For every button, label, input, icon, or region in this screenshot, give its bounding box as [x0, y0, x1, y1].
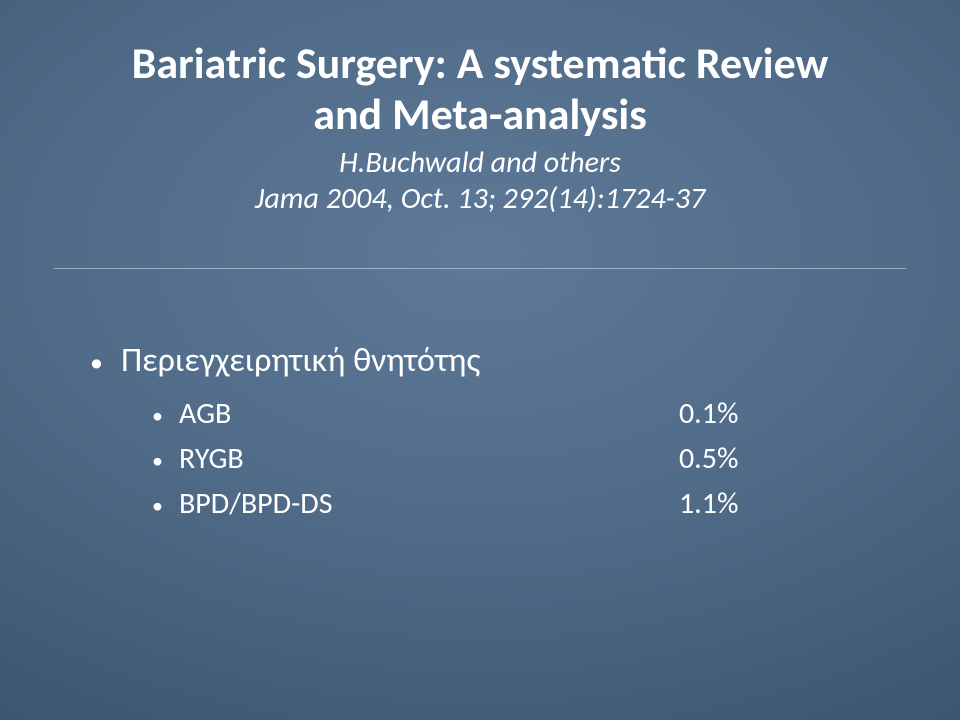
citation-authors: H.Buchwald and others	[54, 145, 906, 181]
slide: Bariatric Surgery: A systematic Review a…	[0, 0, 960, 720]
item-value: 0.5%	[679, 440, 738, 477]
bullet-dot-icon: •	[152, 401, 163, 431]
item-label: AGB	[179, 395, 379, 432]
item-label: BPD/BPD-DS	[179, 485, 379, 522]
list-item: • BPD/BPD-DS 1.1%	[152, 485, 870, 522]
bullet-dot-icon: •	[152, 491, 163, 521]
bullet-dot-icon: •	[90, 346, 103, 380]
list-item: • RYGB 0.5%	[152, 440, 870, 477]
data-list: • AGB 0.1% • RYGB 0.5% • BPD/BPD-DS 1.1%	[152, 395, 870, 522]
title-block: Bariatric Surgery: A systematic Review a…	[54, 38, 906, 217]
item-value: 0.1%	[679, 395, 738, 432]
bullet-dot-icon: •	[152, 446, 163, 476]
subheading-row: • Περιεγχειρητική θνητότης	[90, 340, 870, 381]
list-item: • AGB 0.1%	[152, 395, 870, 432]
item-label: RYGB	[179, 440, 379, 477]
citation-reference: Jama 2004, Oct. 13; 292(14):1724-37	[54, 181, 906, 217]
title-line-1: Bariatric Surgery: A systematic Review	[132, 36, 829, 90]
title-divider	[54, 268, 906, 269]
slide-title: Bariatric Surgery: A systematic Review a…	[54, 38, 906, 139]
item-value: 1.1%	[679, 485, 738, 522]
subheading-text: Περιεγχειρητική θνητότης	[121, 340, 480, 381]
title-line-2: and Meta-analysis	[313, 87, 647, 141]
body-block: • Περιεγχειρητική θνητότης • AGB 0.1% • …	[90, 340, 870, 530]
